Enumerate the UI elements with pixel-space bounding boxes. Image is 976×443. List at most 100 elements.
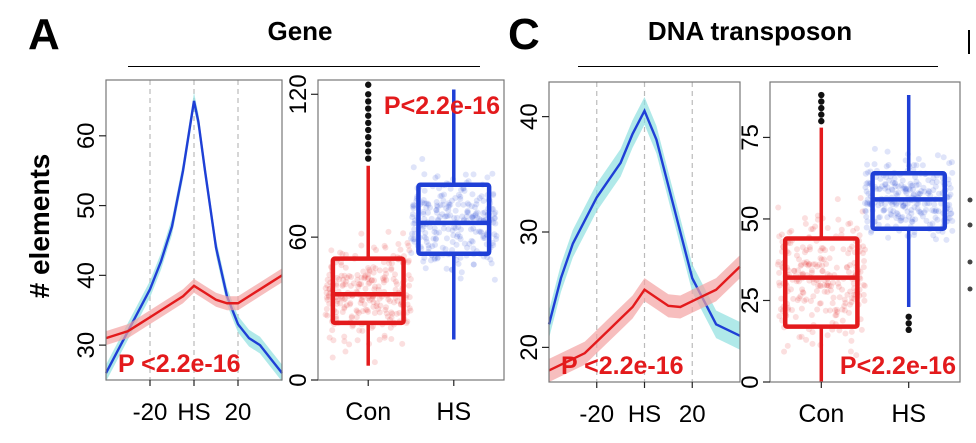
jitter-point-hs [946, 193, 953, 200]
jitter-point-con [845, 250, 852, 257]
jitter-point-hs [457, 254, 464, 261]
jitter-point-con [803, 258, 810, 265]
y-tick-label: 30 [73, 332, 100, 359]
jitter-point-hs [453, 233, 460, 240]
jitter-point-con [846, 301, 853, 308]
jitter-point-con [802, 220, 809, 227]
jitter-point-con [814, 306, 821, 313]
outlier-point [365, 105, 372, 112]
jitter-point-con [797, 293, 804, 300]
jitter-point-hs [880, 207, 887, 214]
jitter-point-hs [930, 187, 937, 194]
jitter-point-con [383, 304, 390, 311]
jitter-point-con [820, 245, 827, 252]
jitter-point-hs [421, 254, 428, 261]
jitter-point-con [333, 300, 340, 307]
panel-title-dna-transposon: DNA transposon [647, 16, 853, 46]
jitter-point-hs [409, 203, 416, 210]
x-tick-label: -20 [579, 401, 614, 428]
jitter-point-hs [894, 211, 901, 218]
jitter-point-con [839, 317, 846, 324]
jitter-point-con [824, 282, 831, 289]
jitter-point-con [805, 262, 812, 269]
category-label: Con [345, 398, 391, 426]
box-con [782, 236, 860, 329]
jitter-point-hs [949, 227, 956, 234]
jitter-point-con [370, 244, 377, 251]
jitter-point-con [794, 297, 801, 304]
jitter-point-hs [410, 220, 417, 227]
jitter-point-con [336, 276, 343, 283]
jitter-point-con [347, 282, 354, 289]
jitter-point-hs [440, 225, 447, 232]
jitter-point-hs [462, 171, 469, 178]
jitter-point-con [781, 348, 788, 355]
jitter-point-hs [913, 162, 920, 169]
jitter-point-con [329, 354, 336, 361]
jitter-point-hs [436, 229, 443, 236]
jitter-point-con [380, 279, 387, 286]
jitter-point-con [343, 302, 350, 309]
jitter-point-con [814, 212, 821, 219]
jitter-point-hs [411, 238, 418, 245]
jitter-point-hs [904, 208, 911, 215]
jitter-point-con [341, 333, 348, 340]
jitter-point-con [806, 261, 813, 268]
jitter-point-hs [899, 203, 906, 210]
jitter-point-con [366, 266, 373, 273]
jitter-point-hs [871, 161, 878, 168]
jitter-point-con [370, 269, 377, 276]
jitter-point-hs [464, 209, 471, 216]
jitter-point-hs [480, 233, 487, 240]
jitter-point-hs [910, 186, 917, 193]
jitter-point-con [827, 287, 834, 294]
outlier-point [905, 320, 912, 327]
jitter-point-hs [868, 229, 875, 236]
jitter-point-hs [929, 207, 936, 214]
x-tick-label: 20 [679, 401, 706, 428]
jitter-point-con [775, 204, 782, 211]
jitter-point-con [816, 282, 823, 289]
jitter-point-hs [889, 201, 896, 208]
jitter-point-hs [873, 185, 880, 192]
jitter-point-hs [493, 235, 500, 242]
jitter-point-hs [443, 205, 450, 212]
jitter-point-con [326, 334, 333, 341]
jitter-point-hs [929, 179, 936, 186]
jitter-point-con [365, 264, 372, 271]
jitter-point-con [323, 306, 330, 313]
jitter-point-con [371, 359, 378, 366]
jitter-point-hs [469, 191, 476, 198]
jitter-point-hs [899, 214, 906, 221]
jitter-point-hs [880, 207, 887, 214]
y-tick-label: 60 [73, 122, 100, 149]
jitter-point-con [366, 268, 373, 275]
jitter-point-con [341, 272, 348, 279]
jitter-point-con [356, 281, 363, 288]
jitter-point-con [818, 244, 825, 251]
jitter-point-hs [468, 214, 475, 221]
jitter-point-con [323, 289, 330, 296]
jitter-point-con [365, 280, 372, 287]
jitter-point-hs [931, 208, 938, 215]
jitter-point-hs [487, 256, 494, 263]
jitter-point-con [342, 251, 349, 258]
jitter-point-con [823, 282, 830, 289]
jitter-point-con [329, 327, 336, 334]
jitter-point-con [355, 309, 362, 316]
jitter-point-con [819, 268, 826, 275]
jitter-point-con [824, 289, 831, 296]
jitter-point-con [849, 243, 856, 250]
jitter-point-con [817, 255, 824, 262]
jitter-point-con [368, 277, 375, 284]
outlier-point [365, 133, 372, 141]
jitter-point-hs [862, 208, 869, 215]
jitter-point-con [799, 286, 806, 293]
jitter-point-con [371, 286, 378, 293]
outlier-point [365, 112, 372, 119]
jitter-point-con [833, 312, 840, 319]
jitter-point-hs [875, 202, 882, 209]
jitter-point-con [827, 283, 834, 290]
jitter-point-hs [911, 204, 918, 211]
jitter-point-hs [890, 208, 897, 215]
